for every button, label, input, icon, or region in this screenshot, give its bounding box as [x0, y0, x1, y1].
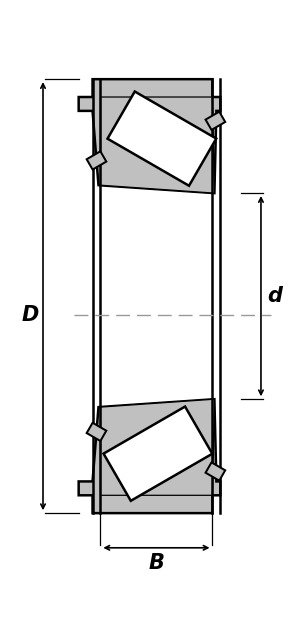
Polygon shape: [103, 406, 212, 501]
Polygon shape: [100, 97, 214, 193]
Text: B: B: [148, 552, 164, 572]
Polygon shape: [107, 91, 216, 186]
Polygon shape: [79, 399, 220, 513]
Polygon shape: [206, 112, 225, 130]
Polygon shape: [79, 79, 220, 193]
Polygon shape: [87, 422, 106, 441]
Text: d: d: [267, 286, 282, 306]
Polygon shape: [206, 462, 225, 481]
Polygon shape: [87, 151, 106, 169]
Text: D: D: [21, 305, 39, 325]
Polygon shape: [100, 399, 214, 495]
